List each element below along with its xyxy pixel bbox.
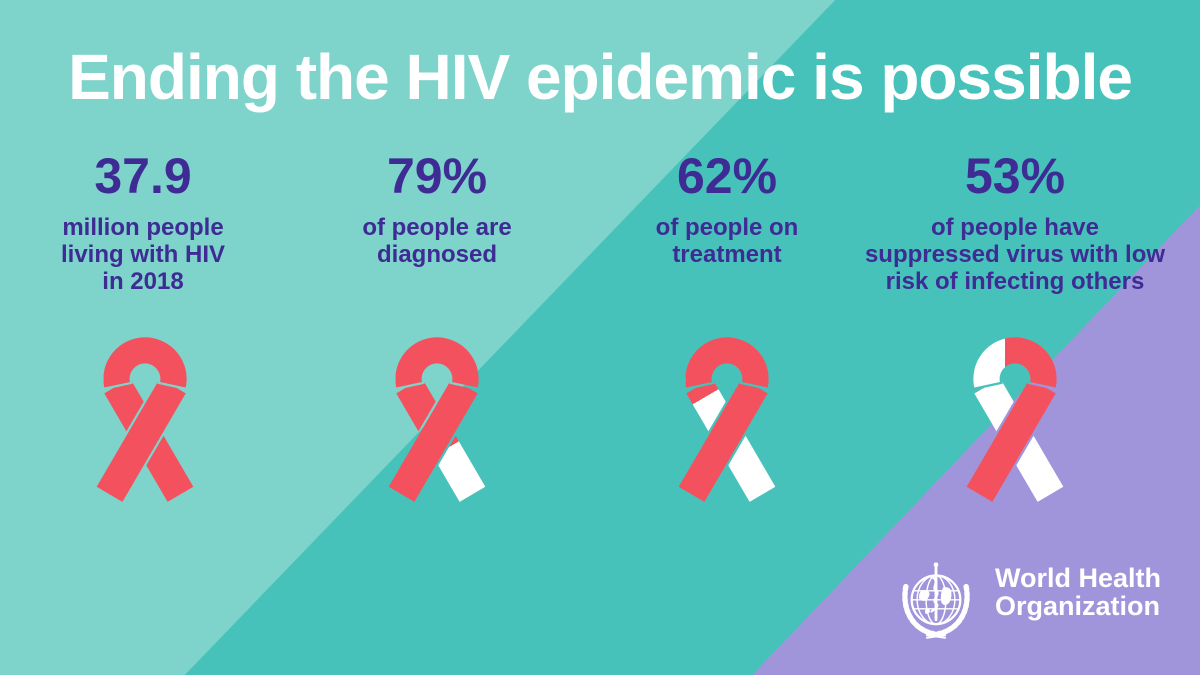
poster-title: Ending the HIV epidemic is possible — [68, 41, 1133, 113]
aids-ribbon-icon-2 — [369, 330, 505, 520]
stat-value: 79% — [386, 148, 488, 204]
who-wordmark-line1: World Health — [995, 563, 1162, 593]
stat-on-treatment: 62% of people on treatment — [577, 150, 877, 268]
stat-diagnosed: 79% of people are diagnosed — [287, 150, 587, 268]
who-logo: World Health Organization — [891, 551, 1161, 645]
who-emblem-icon — [902, 562, 970, 639]
stat-value: 53% — [964, 148, 1066, 204]
who-wordmark-line2: Organization — [995, 591, 1161, 621]
stat-suppressed-virus: 53% of people have suppressed virus with… — [855, 150, 1175, 295]
stat-value: 37.9 — [94, 148, 192, 204]
stat-value: 62% — [676, 148, 778, 204]
who-wordmark: World Health Organization — [995, 564, 1161, 620]
stat-description: million people living with HIV in 2018 — [60, 214, 225, 295]
aids-ribbon-icon-1 — [77, 330, 213, 520]
stat-description: of people on treatment — [655, 214, 799, 268]
stat-description: of people have suppressed virus with low… — [864, 214, 1166, 295]
aids-ribbon-icon-4 — [947, 330, 1083, 520]
aids-ribbon-icon-3 — [659, 330, 795, 520]
stat-living-with-hiv: 37.9 million people living with HIV in 2… — [0, 150, 293, 295]
stat-description: of people are diagnosed — [362, 214, 512, 268]
